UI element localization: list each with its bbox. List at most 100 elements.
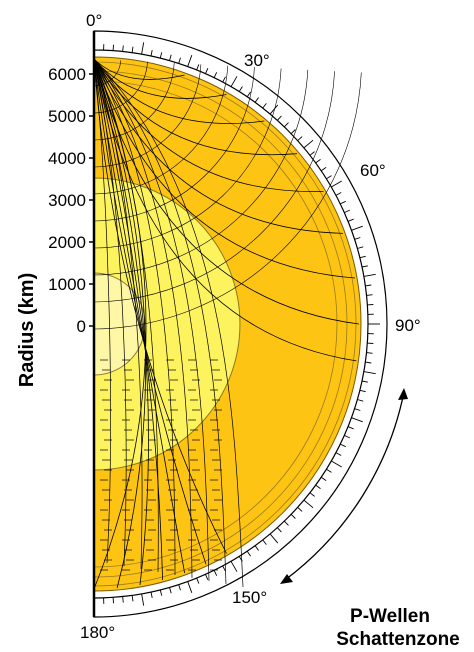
scale-tick: [354, 408, 361, 411]
ray-path: [93, 58, 298, 156]
scale-tick: [283, 122, 289, 128]
scale-tick: [357, 246, 364, 249]
scale-tick: [331, 180, 342, 188]
scale-tick: [340, 200, 346, 205]
scale-tick: [351, 225, 363, 231]
scale-tick: [366, 352, 373, 354]
angle-label-150: 150°: [232, 588, 267, 607]
angle-label-30: 30°: [244, 51, 270, 70]
y-tick-label: 0: [77, 317, 86, 336]
scale-tick: [159, 52, 163, 59]
scale-tick: [222, 565, 226, 572]
scale-tick: [141, 593, 145, 606]
scale-tick: [141, 42, 145, 55]
scale-tick: [187, 581, 193, 593]
scale-tick: [276, 527, 282, 533]
scale-tick: [366, 294, 373, 296]
y-axis-title: Radius (km): [16, 273, 38, 387]
wavefront-arc: [93, 65, 228, 195]
scale-tick: [359, 255, 366, 259]
ray-path: [93, 58, 227, 585]
scale-tick: [315, 484, 321, 489]
ray-path: [93, 58, 127, 567]
ray-path: [93, 58, 159, 573]
scale-tick: [347, 426, 354, 430]
y-tick-label: 4000: [48, 149, 86, 168]
scale-tick: [331, 460, 342, 468]
angle-label-60: 60°: [360, 161, 386, 180]
scale-tick: [365, 284, 372, 287]
scale-tick: [222, 76, 226, 83]
scale-tick: [187, 55, 193, 67]
wavefront-arc: [93, 67, 255, 222]
scale-tick: [131, 595, 134, 602]
scale-tick: [354, 237, 361, 240]
scale-tick: [320, 476, 327, 481]
scale-tick: [196, 64, 200, 71]
scale-tick: [361, 380, 368, 383]
scale-tick: [122, 596, 124, 603]
scale-tick: [335, 452, 342, 456]
wavefront-arc: [93, 64, 202, 168]
scale-tick: [269, 104, 279, 115]
ray-path: [93, 58, 147, 590]
wavefront-arc: [93, 62, 175, 141]
scale-tick: [169, 587, 172, 594]
scale-tick: [363, 273, 376, 277]
scale-tick: [213, 570, 218, 576]
ray-path: [93, 58, 324, 192]
scale-tick: [254, 545, 259, 551]
scale-tick: [204, 574, 209, 580]
scale-tick: [290, 129, 296, 135]
ray-path: [93, 58, 227, 99]
arrowhead-down: [280, 574, 293, 584]
scale-tick: [351, 417, 363, 423]
y-tick-label: 3000: [48, 191, 86, 210]
scale-tick: [359, 389, 366, 393]
scale-tick: [297, 506, 303, 512]
scale-tick: [290, 513, 296, 519]
ray-path: [93, 58, 176, 576]
scale-tick: [340, 443, 346, 448]
wavefront-arc: [93, 61, 148, 114]
ray-path: [93, 58, 163, 581]
scale-tick: [230, 561, 238, 572]
scale-tick: [276, 115, 282, 121]
scale-tick: [262, 103, 267, 109]
wavefront-arc: [93, 69, 309, 276]
scale-tick: [131, 46, 134, 53]
scale-tick: [326, 468, 332, 473]
scale-tick: [178, 57, 181, 64]
scale-tick: [262, 539, 267, 545]
scale-tick: [309, 151, 315, 156]
shadow-zone-arc-arrow: [284, 391, 405, 581]
wavefront-arc: [93, 60, 121, 87]
scale-tick: [213, 72, 218, 78]
y-tick-label: 6000: [48, 65, 86, 84]
scale-tick: [230, 76, 238, 87]
scale-tick: [303, 139, 314, 149]
y-tick-label: 5000: [48, 107, 86, 126]
scale-tick: [196, 577, 200, 584]
caption-line1: P-Wellen: [350, 606, 430, 627]
scale-tick: [178, 584, 181, 591]
scale-tick: [283, 520, 289, 526]
scale-tick: [122, 45, 124, 52]
scale-tick: [315, 159, 321, 164]
wavefront-lines: [93, 60, 362, 571]
scale-tick: [363, 371, 376, 375]
scale-tick: [335, 192, 342, 196]
scale-tick: [347, 218, 354, 222]
ray-path: [93, 58, 207, 565]
scale-tick: [344, 434, 350, 439]
wavefront-arc: [93, 71, 335, 303]
angle-scale-ticks: [93, 38, 380, 610]
scale-tick: [238, 86, 243, 92]
ray-path: [93, 58, 143, 570]
angle-label-0: 0°: [86, 11, 102, 30]
scale-tick: [320, 167, 327, 172]
scale-tick: [303, 499, 314, 509]
scale-tick: [254, 97, 259, 103]
scale-tick: [361, 265, 368, 268]
